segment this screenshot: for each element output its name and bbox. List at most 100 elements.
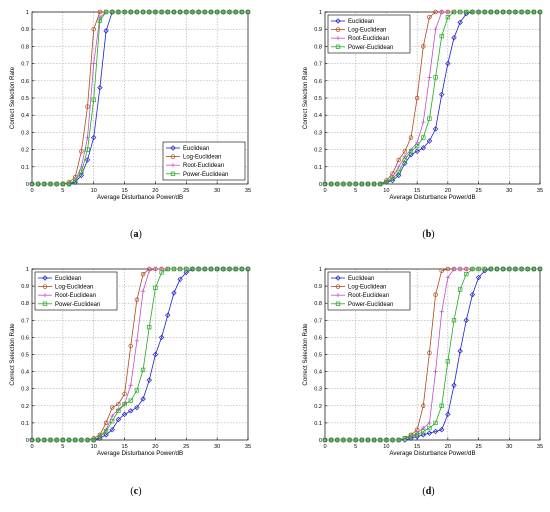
chart-panel-4: 0 5 10 15 20 25 30 35 0 0.1 0.2 0.3 0.4 0.5 0.6 0.7 0.8 0… bbox=[302, 266, 543, 497]
data-point bbox=[464, 266, 469, 272]
data-point bbox=[494, 266, 500, 272]
data-point bbox=[328, 181, 334, 187]
data-point bbox=[359, 437, 365, 443]
data-point bbox=[153, 266, 158, 272]
data-point bbox=[109, 405, 115, 410]
data-point bbox=[159, 9, 164, 15]
data-point bbox=[335, 301, 341, 306]
data-point bbox=[66, 181, 72, 187]
data-point bbox=[488, 266, 494, 272]
y-tick-label: 1 bbox=[319, 267, 322, 273]
data-point bbox=[227, 266, 232, 272]
data-point bbox=[396, 437, 401, 443]
data-point bbox=[196, 9, 201, 15]
data-point bbox=[116, 401, 121, 407]
data-point bbox=[396, 172, 402, 179]
data-point bbox=[208, 9, 214, 15]
data-point bbox=[140, 289, 146, 294]
data-point bbox=[159, 270, 164, 275]
data-point bbox=[196, 266, 201, 272]
data-point bbox=[476, 9, 481, 15]
y-tick-label: 0.2 bbox=[314, 148, 322, 154]
data-point bbox=[91, 134, 97, 141]
data-point bbox=[202, 266, 207, 272]
data-point bbox=[414, 148, 420, 155]
data-point bbox=[433, 292, 438, 297]
data-point bbox=[36, 437, 41, 443]
y-tick-label: 0.7 bbox=[21, 62, 29, 68]
data-point bbox=[91, 26, 96, 32]
y-tick-label: 0.5 bbox=[21, 96, 29, 102]
data-point bbox=[457, 9, 463, 15]
data-point bbox=[531, 9, 537, 15]
data-point bbox=[341, 437, 346, 443]
data-point bbox=[171, 290, 177, 296]
data-point bbox=[184, 9, 189, 15]
x-tick-label: 0 bbox=[323, 188, 326, 194]
data-point bbox=[494, 9, 500, 15]
data-point bbox=[432, 126, 439, 132]
data-point bbox=[402, 436, 408, 441]
data-point bbox=[451, 318, 457, 323]
data-point bbox=[170, 171, 176, 176]
data-point bbox=[359, 181, 365, 187]
x-tick-label: 0 bbox=[323, 444, 326, 450]
data-point bbox=[79, 169, 84, 175]
data-point bbox=[214, 9, 220, 15]
data-point bbox=[79, 149, 84, 154]
data-point bbox=[146, 377, 152, 383]
legend-label: Euclidean bbox=[183, 146, 209, 152]
data-point bbox=[371, 437, 377, 443]
data-point bbox=[48, 437, 53, 443]
x-tick-label: 25 bbox=[475, 444, 481, 450]
data-point bbox=[427, 420, 432, 426]
panel-caption: (b) bbox=[422, 229, 434, 240]
data-point bbox=[85, 437, 90, 443]
data-point bbox=[445, 60, 451, 67]
y-tick-label: 0.9 bbox=[314, 284, 322, 290]
data-point bbox=[328, 437, 334, 443]
x-tick-label: 20 bbox=[445, 444, 451, 450]
x-tick-label: 10 bbox=[91, 188, 97, 194]
y-tick-label: 0.8 bbox=[314, 301, 322, 307]
data-point bbox=[170, 154, 176, 159]
data-point bbox=[122, 401, 127, 407]
chart-panel-1: 0 5 10 15 20 25 30 35 0 0.1 0.2 0.3 0.4 0.5 0.6 0.7 0.8 0… bbox=[9, 9, 251, 240]
data-point bbox=[54, 437, 59, 443]
data-point bbox=[128, 383, 133, 388]
data-point bbox=[507, 9, 512, 15]
data-point bbox=[134, 297, 140, 303]
y-tick-label: 0.3 bbox=[314, 130, 322, 136]
data-point bbox=[457, 348, 463, 354]
legend-label: Log-Euclidean bbox=[55, 285, 93, 291]
x-tick-label: 5 bbox=[354, 444, 357, 450]
legend-label: Power-Euclidean bbox=[183, 172, 228, 178]
data-point bbox=[427, 14, 432, 20]
x-tick-label: 0 bbox=[30, 444, 33, 450]
data-point bbox=[500, 9, 506, 15]
data-point bbox=[147, 324, 152, 330]
data-point bbox=[227, 9, 232, 15]
data-point bbox=[208, 266, 214, 272]
data-point bbox=[421, 429, 426, 434]
data-point bbox=[451, 266, 457, 272]
y-tick-label: 0.7 bbox=[314, 62, 322, 68]
data-point bbox=[451, 9, 457, 15]
data-point bbox=[353, 181, 358, 187]
x-axis-label: Average Disturbance Power/dB bbox=[97, 194, 183, 201]
data-point bbox=[390, 437, 395, 443]
y-tick-label: 0.6 bbox=[21, 335, 29, 341]
legend: Euclidean Log-Euclidean Root-Euclidean Powe… bbox=[327, 271, 411, 311]
data-point bbox=[60, 437, 66, 443]
data-point bbox=[408, 135, 414, 140]
y-tick-label: 1 bbox=[26, 10, 29, 16]
data-point bbox=[91, 61, 96, 66]
data-point bbox=[128, 398, 133, 403]
data-point bbox=[190, 266, 195, 272]
data-point bbox=[42, 293, 48, 298]
data-point bbox=[421, 403, 426, 409]
data-point bbox=[439, 9, 444, 15]
x-tick-label: 20 bbox=[152, 444, 158, 450]
data-point bbox=[335, 44, 341, 49]
